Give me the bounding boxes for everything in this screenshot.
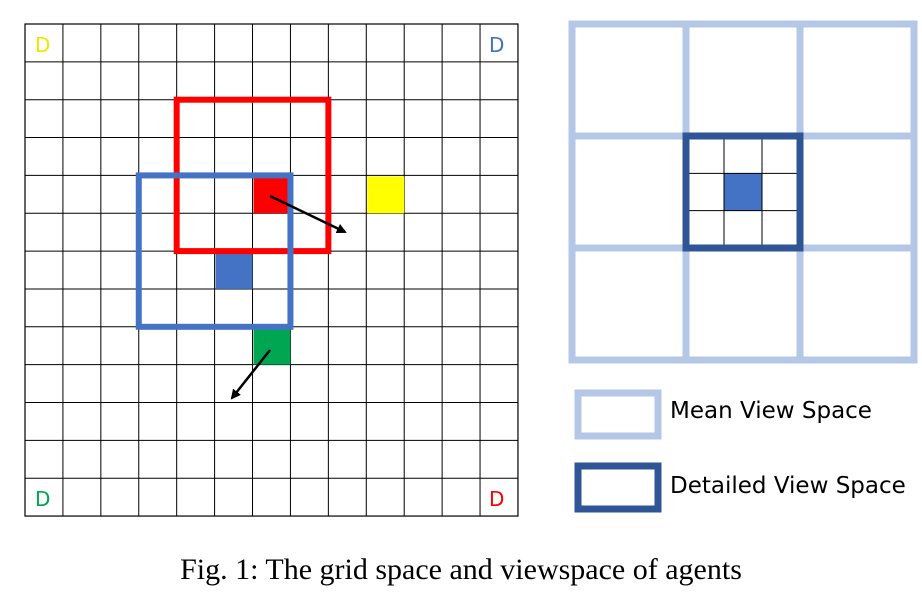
grid-border [24,23,519,517]
detailed-view-agent-cell [724,173,762,211]
agent-green-cell [253,327,291,365]
figure-caption: Fig. 1: The grid space and viewspace of … [180,553,742,586]
legend-mean-label: Mean View Space [670,398,872,424]
depot-label-top-right: D [489,33,504,57]
depot-label-bottom-right: D [489,487,504,511]
view-box-blue [135,172,294,330]
agent-yellow-cell [367,176,405,214]
legend-detailed-label: Detailed View Space [670,473,906,499]
depot-label-top-left: D [35,33,50,57]
agents-layer [215,176,405,365]
detailed-view-border [682,132,804,252]
legend-detailed-swatch [574,462,662,513]
main-grid [24,23,519,517]
agent-blue-cell [215,252,253,289]
depot-label-bottom-left: D [35,487,50,511]
green-agent-move-arrow [230,349,271,400]
viewspace-diagram [568,20,918,364]
agent-view-boxes [135,96,332,330]
red-agent-move-arrow [269,194,347,234]
legend-mean-swatch [574,389,662,440]
agent-red-cell [253,176,291,214]
